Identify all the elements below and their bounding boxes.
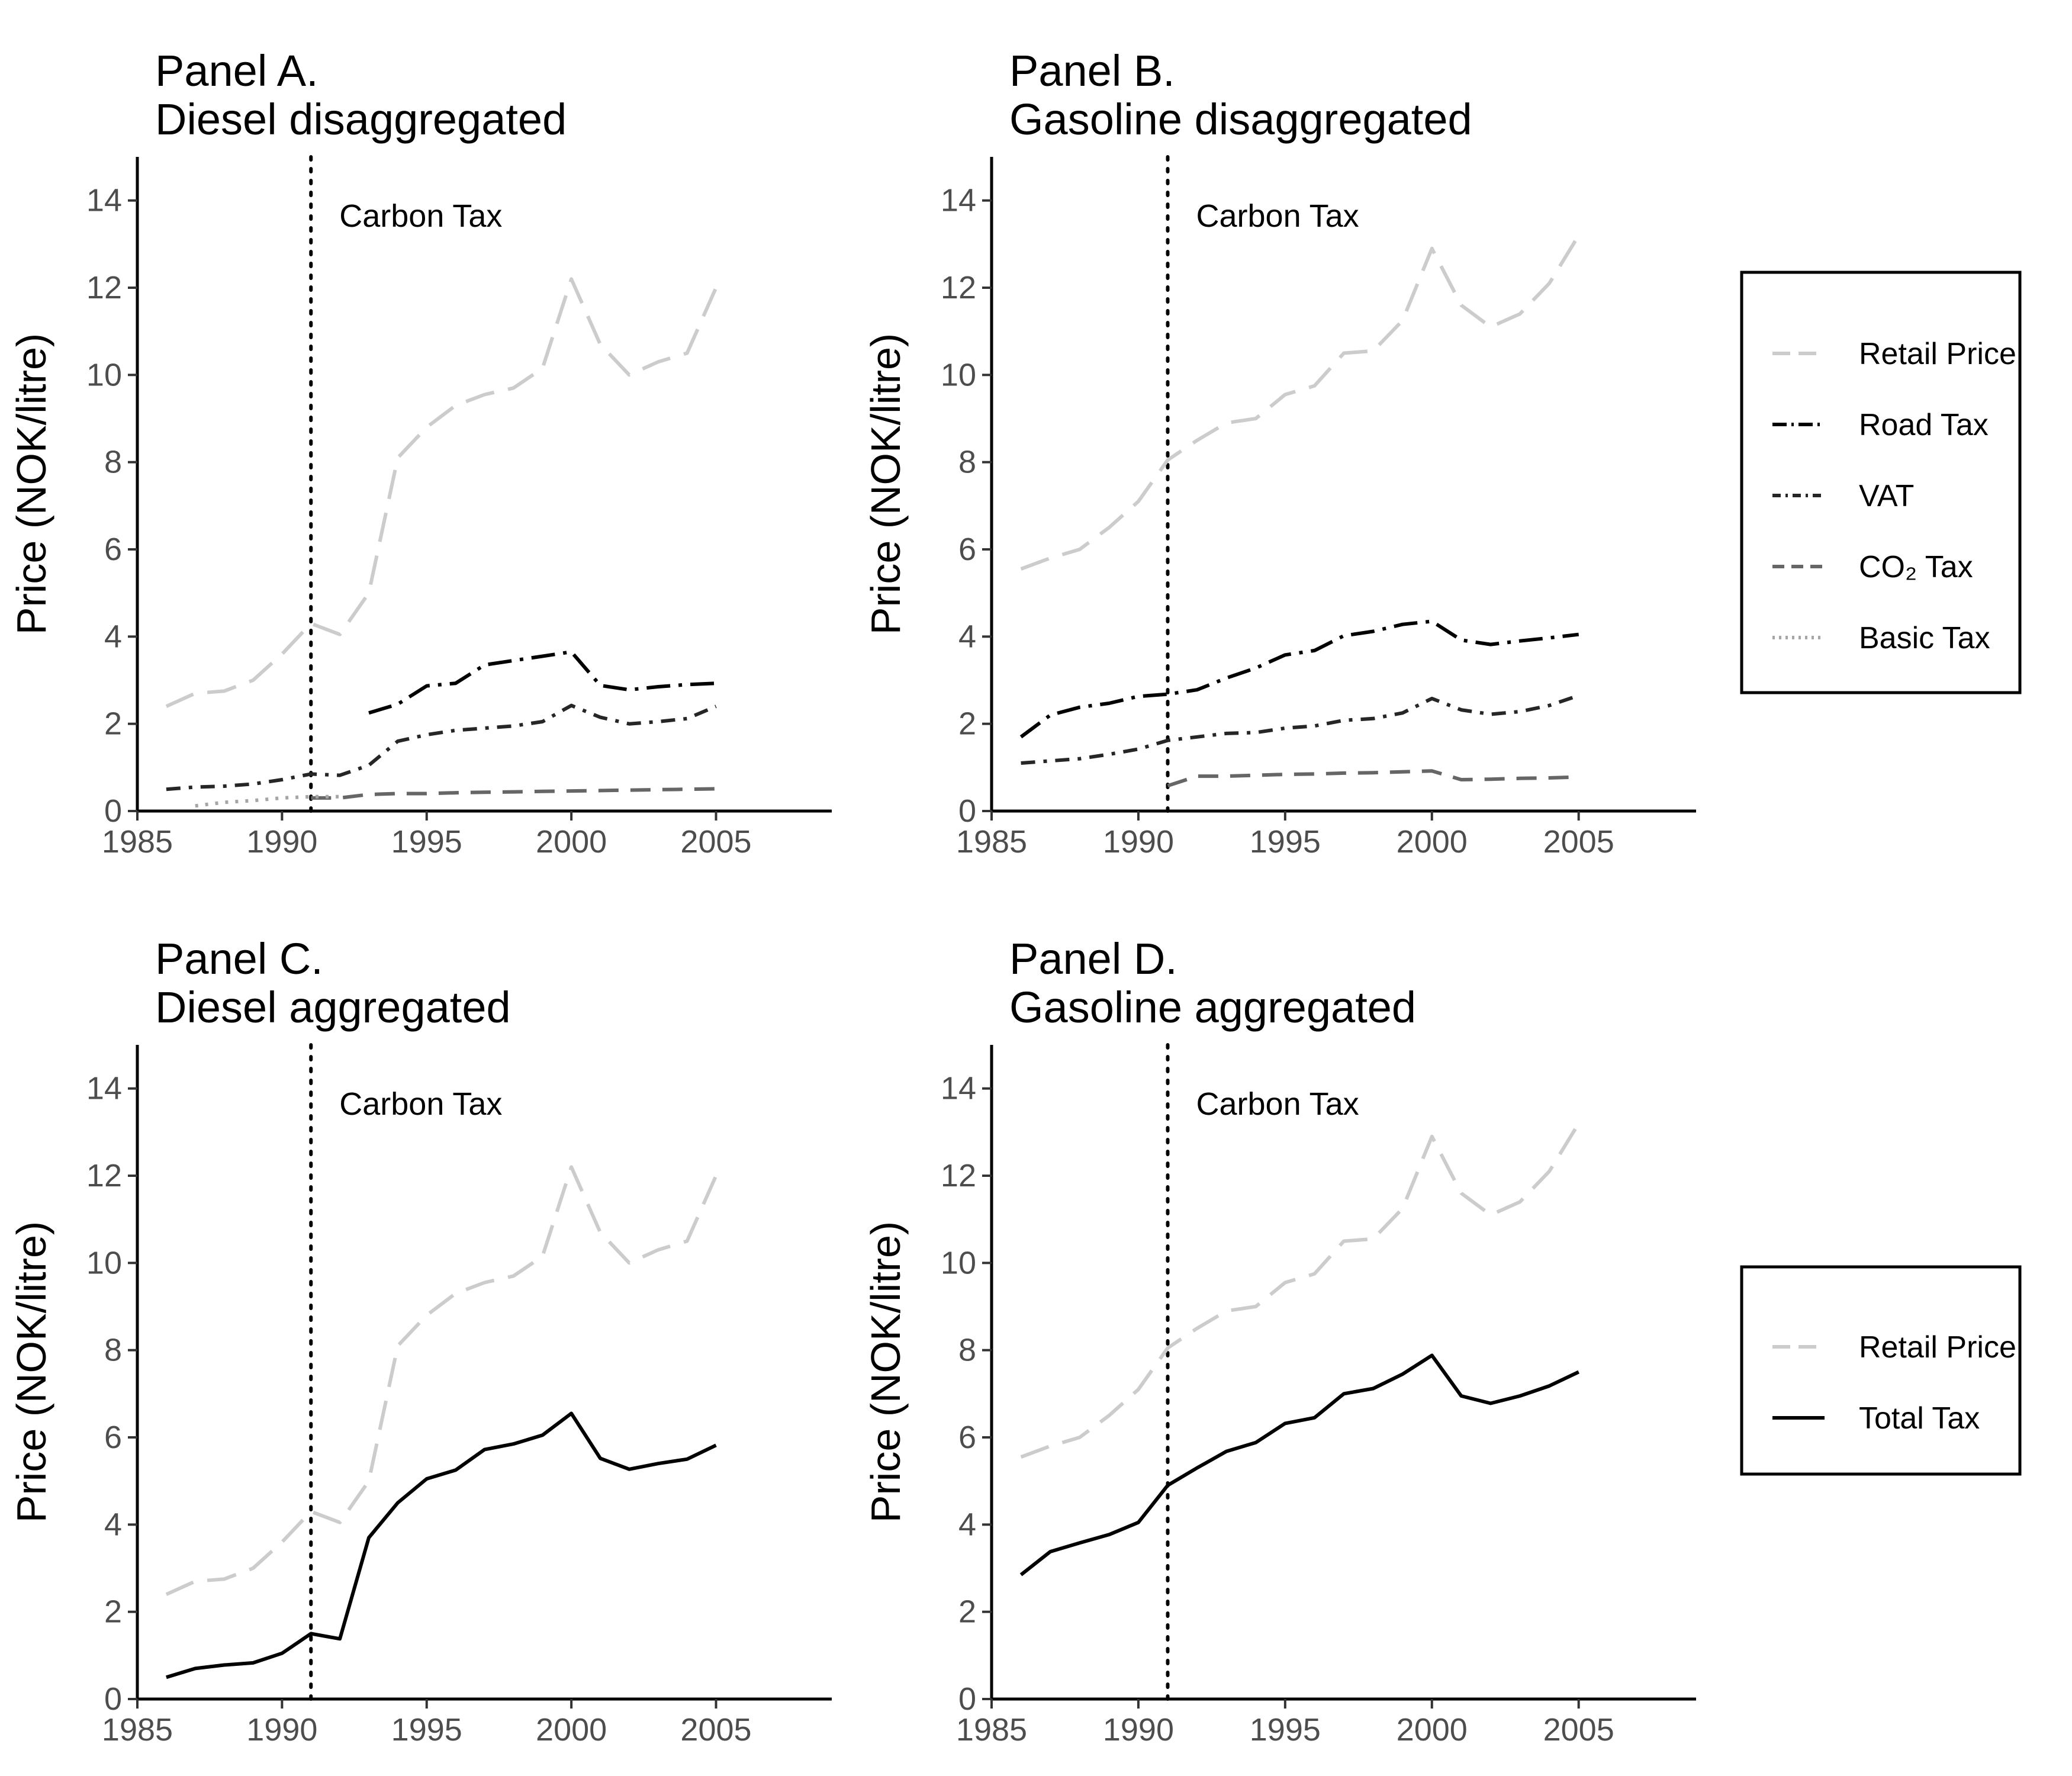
series-road-tax bbox=[1019, 619, 1579, 739]
carbon-tax-annotation: Carbon Tax bbox=[339, 198, 502, 234]
y-axis-title: Price (NOK/litre) bbox=[8, 1221, 54, 1523]
y-tick-label: 8 bbox=[958, 445, 976, 480]
x-tick-label: 1995 bbox=[1250, 824, 1321, 860]
x-tick-label: 1985 bbox=[102, 824, 173, 860]
x-tick-label: 1990 bbox=[246, 1712, 317, 1748]
y-tick-label: 0 bbox=[104, 1681, 122, 1717]
carbon-tax-annotation: Carbon Tax bbox=[1196, 1086, 1359, 1122]
y-tick-label: 10 bbox=[86, 1245, 122, 1280]
legend-label: Retail Price bbox=[1859, 1330, 2016, 1365]
x-tick-label: 2005 bbox=[680, 1712, 751, 1748]
y-tick-label: 8 bbox=[104, 1333, 122, 1368]
x-tick-label: 2000 bbox=[536, 824, 607, 860]
y-tick-label: 2 bbox=[958, 1594, 976, 1630]
panel-title-line2: Diesel disaggregated bbox=[155, 95, 567, 144]
panel-b: Panel B.Gasoline disaggregated Price (NOK… bbox=[863, 46, 1696, 860]
y-axis-title: Price (NOK/litre) bbox=[863, 333, 909, 635]
panel-title-line2: Gasoline aggregated bbox=[1009, 983, 1416, 1032]
series-vat bbox=[166, 703, 717, 792]
legend-label: Basic Tax bbox=[1859, 621, 1990, 655]
y-tick-label: 12 bbox=[86, 270, 122, 305]
y-tick-label: 14 bbox=[86, 183, 122, 218]
y-tick-label: 12 bbox=[941, 1158, 976, 1193]
x-tick-label: 1990 bbox=[246, 824, 317, 860]
legend-label: VAT bbox=[1859, 479, 1914, 513]
y-tick-label: 10 bbox=[941, 357, 976, 392]
y-tick-label: 12 bbox=[941, 270, 976, 305]
panel-d: Panel D.Gasoline aggregated Price (NOK/li… bbox=[863, 934, 1696, 1748]
y-axis-title: Price (NOK/litre) bbox=[8, 333, 54, 635]
x-tick-label: 1990 bbox=[1103, 824, 1174, 860]
legend-bottom: Retail Price Total Tax bbox=[1740, 1265, 2022, 1476]
y-tick-label: 4 bbox=[104, 619, 122, 654]
x-tick-label: 1985 bbox=[956, 1712, 1027, 1748]
y-tick-label: 0 bbox=[958, 1681, 976, 1717]
carbon-tax-annotation: Carbon Tax bbox=[1196, 198, 1359, 234]
x-tick-label: 2005 bbox=[1543, 1712, 1614, 1748]
y-tick-label: 6 bbox=[104, 532, 122, 567]
y-tick-label: 2 bbox=[958, 706, 976, 742]
y-tick-label: 4 bbox=[958, 619, 976, 654]
x-tick-label: 1985 bbox=[956, 824, 1027, 860]
x-tick-label: 2005 bbox=[1543, 824, 1614, 860]
x-tick-label: 1990 bbox=[1103, 1712, 1174, 1748]
panel-title-line1: Panel B. bbox=[1009, 46, 1175, 95]
y-tick-label: 4 bbox=[104, 1507, 122, 1542]
x-tick-label: 1995 bbox=[391, 1712, 462, 1748]
y-axis-title: Price (NOK/litre) bbox=[863, 1221, 909, 1523]
series-retail-price bbox=[165, 1165, 718, 1596]
y-tick-label: 6 bbox=[958, 1420, 976, 1455]
panel-title-line1: Panel C. bbox=[155, 934, 323, 983]
y-tick-label: 2 bbox=[104, 706, 122, 742]
carbon-tax-annotation: Carbon Tax bbox=[339, 1086, 502, 1122]
legend-label: Retail Price bbox=[1859, 337, 2016, 371]
x-tick-label: 2000 bbox=[536, 1712, 607, 1748]
y-tick-label: 14 bbox=[86, 1071, 122, 1106]
y-tick-label: 6 bbox=[958, 532, 976, 567]
x-tick-label: 2000 bbox=[1397, 1712, 1468, 1748]
y-tick-label: 10 bbox=[86, 357, 122, 392]
x-tick-label: 1985 bbox=[102, 1712, 173, 1748]
y-tick-label: 14 bbox=[941, 1071, 976, 1106]
y-tick-label: 8 bbox=[958, 1333, 976, 1368]
series-basic-tax bbox=[195, 794, 340, 808]
panel-title-line1: Panel A. bbox=[155, 46, 318, 95]
x-tick-label: 2005 bbox=[680, 824, 751, 860]
x-tick-label: 2000 bbox=[1397, 824, 1468, 860]
series-retail-price bbox=[165, 277, 718, 708]
y-tick-label: 12 bbox=[86, 1158, 122, 1193]
y-tick-label: 0 bbox=[958, 793, 976, 829]
legend-label: Road Tax bbox=[1859, 408, 1989, 442]
series-co-tax bbox=[1167, 769, 1579, 788]
legend-top: Retail Price Road Tax VAT CO₂ Tax Basic Tax bbox=[1740, 271, 2022, 694]
series-retail-price bbox=[1020, 1122, 1581, 1459]
legend-box bbox=[1740, 271, 2022, 694]
series-vat bbox=[1021, 693, 1579, 765]
y-tick-label: 10 bbox=[941, 1245, 976, 1280]
legend-box bbox=[1740, 1265, 2022, 1476]
y-tick-label: 2 bbox=[104, 1594, 122, 1630]
y-tick-label: 0 bbox=[104, 793, 122, 829]
panel-title-line1: Panel D. bbox=[1009, 934, 1177, 983]
x-tick-label: 1995 bbox=[1250, 1712, 1321, 1748]
panel-title-line2: Gasoline disaggregated bbox=[1009, 95, 1472, 144]
series-road-tax bbox=[368, 650, 716, 715]
panel-title-line2: Diesel aggregated bbox=[155, 983, 511, 1032]
series-total-tax bbox=[1019, 1353, 1579, 1576]
y-tick-label: 14 bbox=[941, 183, 976, 218]
panel-c: Panel C.Diesel aggregated Price (NOK/litr… bbox=[8, 934, 832, 1748]
series-co-tax bbox=[311, 787, 716, 800]
y-tick-label: 8 bbox=[104, 445, 122, 480]
series-total-tax bbox=[166, 1411, 717, 1680]
legend-label: CO₂ Tax bbox=[1859, 550, 1973, 584]
series-retail-price bbox=[1020, 234, 1581, 571]
legend-label: Total Tax bbox=[1859, 1401, 1980, 1436]
x-tick-label: 1995 bbox=[391, 824, 462, 860]
y-tick-label: 4 bbox=[958, 1507, 976, 1542]
y-tick-label: 6 bbox=[104, 1420, 122, 1455]
panel-a: Panel A.Diesel disaggregated Price (NOK/l… bbox=[8, 46, 832, 860]
